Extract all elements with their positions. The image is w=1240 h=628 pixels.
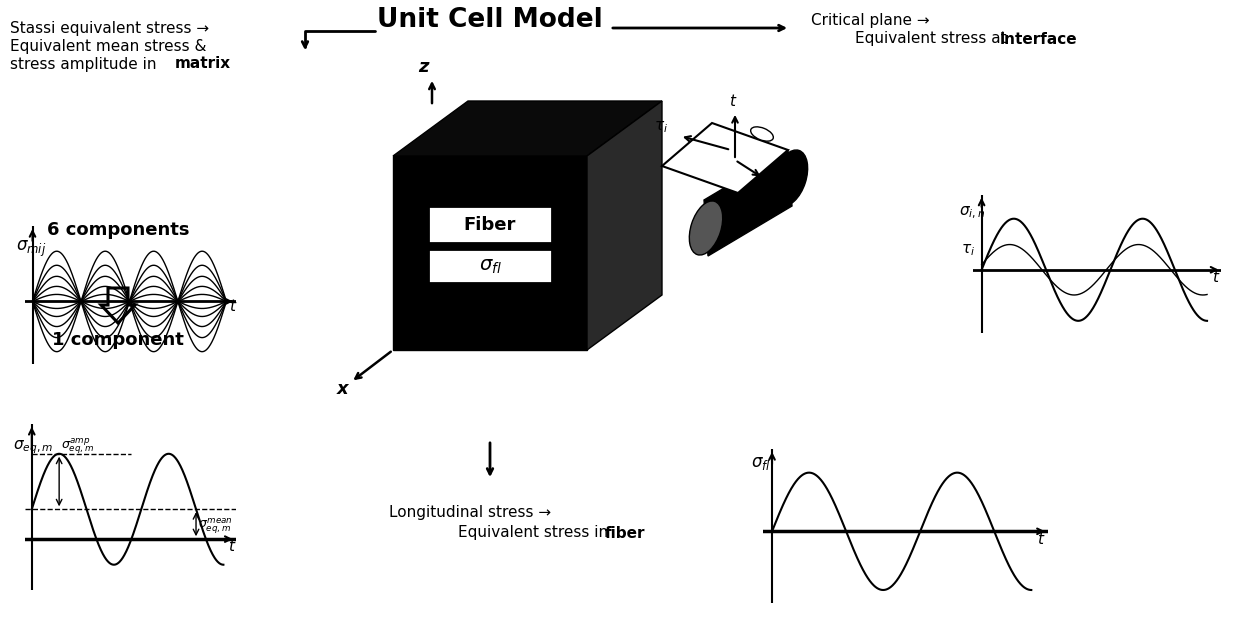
- Text: t: t: [729, 94, 735, 109]
- Polygon shape: [587, 101, 662, 350]
- FancyArrow shape: [100, 288, 135, 323]
- Text: Stassi equivalent stress →: Stassi equivalent stress →: [10, 21, 210, 36]
- Text: $\sigma_{mij}$: $\sigma_{mij}$: [16, 239, 46, 259]
- Text: t: t: [1213, 270, 1218, 284]
- Text: matrix: matrix: [175, 57, 231, 72]
- Text: stress amplitude in: stress amplitude in: [10, 57, 161, 72]
- Text: $\tau_i$: $\tau_i$: [961, 242, 975, 257]
- Text: Equivalent stress in: Equivalent stress in: [458, 526, 613, 541]
- Text: fiber: fiber: [605, 526, 646, 541]
- Text: $\sigma_{i,n}$: $\sigma_{i,n}$: [959, 205, 985, 222]
- Text: t: t: [229, 300, 236, 315]
- Text: $\sigma_{fl}$: $\sigma_{fl}$: [750, 454, 770, 472]
- Polygon shape: [662, 123, 787, 193]
- Text: $\sigma^{amp}_{eq,m}$: $\sigma^{amp}_{eq,m}$: [61, 436, 94, 457]
- Text: t: t: [228, 539, 234, 554]
- Text: x: x: [337, 380, 348, 398]
- Text: 1 component: 1 component: [52, 331, 184, 349]
- Polygon shape: [393, 156, 587, 350]
- Text: $\sigma^{mean}_{eq,m}$: $\sigma^{mean}_{eq,m}$: [197, 517, 232, 536]
- FancyBboxPatch shape: [428, 206, 552, 243]
- Text: t: t: [1037, 532, 1043, 547]
- Text: $\tau_i$: $\tau_i$: [653, 119, 668, 134]
- Text: Equivalent stress at: Equivalent stress at: [856, 31, 1012, 46]
- FancyBboxPatch shape: [428, 249, 552, 283]
- Polygon shape: [393, 101, 662, 156]
- Text: Critical plane →: Critical plane →: [811, 13, 929, 28]
- Text: Equivalent mean stress &: Equivalent mean stress &: [10, 38, 207, 53]
- Text: $\sigma_{i,n}$: $\sigma_{i,n}$: [765, 173, 789, 187]
- Ellipse shape: [750, 127, 774, 141]
- Text: Unit Cell Model: Unit Cell Model: [377, 7, 603, 33]
- Text: Fiber: Fiber: [464, 216, 516, 234]
- Text: interface: interface: [999, 31, 1078, 46]
- Polygon shape: [704, 150, 792, 256]
- Text: $\sigma_{fl}$: $\sigma_{fl}$: [479, 256, 501, 276]
- Text: z: z: [418, 58, 429, 76]
- Ellipse shape: [689, 201, 723, 255]
- Text: Longitudinal stress →: Longitudinal stress →: [389, 506, 551, 521]
- Text: 6 components: 6 components: [47, 221, 190, 239]
- Text: $\sigma_{eq,m}$: $\sigma_{eq,m}$: [12, 438, 53, 456]
- Ellipse shape: [773, 150, 807, 206]
